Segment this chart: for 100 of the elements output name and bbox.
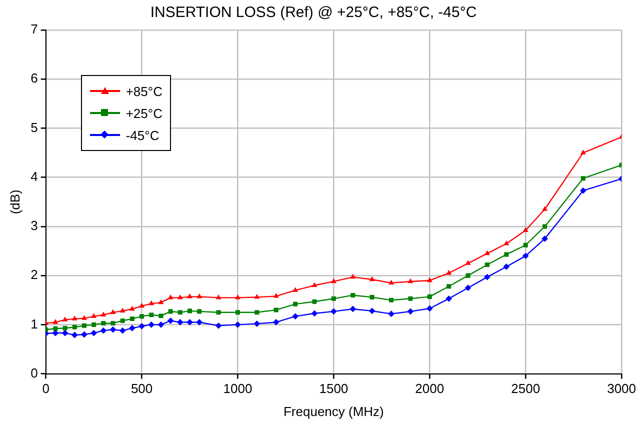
point [272,319,280,326]
point [186,293,193,298]
point [215,322,222,329]
point [408,278,414,284]
point [370,294,374,300]
legend-label: +25°C [126,106,162,120]
point [72,316,78,320]
y-tick-label: 4 [30,168,38,184]
point [522,227,528,232]
point [130,316,134,322]
x-tick-label: 500 [130,381,153,396]
point [484,274,490,280]
point [292,287,298,292]
point [110,326,116,333]
point [408,296,413,301]
y-tick-label: 6 [30,70,38,86]
x-tick-label: 2500 [511,381,540,396]
y-tick-label: 0 [30,365,38,380]
y-tick-label: 2 [30,267,38,282]
point [110,309,116,314]
point [254,294,260,299]
x-tick-label: 2000 [415,381,444,396]
point [273,293,279,298]
point [330,308,337,315]
point [101,320,106,326]
point [62,330,68,336]
point [292,313,299,320]
point [186,319,193,326]
point [465,260,471,265]
point [311,310,318,317]
point [254,310,260,315]
point [128,324,136,332]
point [407,308,414,315]
point [426,277,432,282]
point [368,308,376,314]
y-tick-label: 7 [30,22,38,37]
point [388,298,394,302]
point [100,312,106,316]
point [158,299,164,304]
point [216,310,221,315]
point [158,321,164,328]
point [542,206,548,211]
point [580,176,586,181]
point [62,326,68,330]
point [350,292,356,298]
point [168,309,173,314]
point [350,274,356,279]
point [580,187,586,194]
x-tick-label: 3000 [607,381,636,396]
y-axis-title: (dB) [7,190,22,214]
point [129,306,135,311]
point [504,252,509,257]
point [369,276,375,282]
point [234,321,241,328]
x-axis-title: Frequency (MHz) [283,404,384,419]
point [542,236,548,242]
point [71,332,78,338]
point [235,310,240,315]
point [100,327,107,334]
y-tick-label: 5 [30,120,38,135]
point [177,294,183,300]
point [178,310,182,315]
point [466,273,470,278]
point [426,305,433,312]
point [464,284,472,292]
point [52,330,59,336]
point [72,324,77,330]
point [149,312,154,318]
legend-label: +85°C [126,84,162,98]
point [216,294,222,300]
y-tick-label: 1 [30,316,38,332]
x-tick-label: 1000 [223,381,252,396]
point [197,309,202,314]
x-tick-label: 0 [42,381,50,396]
point [331,296,336,301]
point [522,252,529,260]
point [120,318,125,324]
point [234,294,241,300]
point [446,284,452,289]
point [503,264,510,270]
point [120,308,126,313]
point [484,250,490,256]
point [484,262,490,268]
point [81,315,87,320]
point [580,150,586,154]
point [446,270,452,275]
point [138,322,145,330]
point [148,321,155,328]
point [53,326,58,331]
point [312,299,317,304]
point [293,302,298,306]
point [62,316,68,322]
point [139,302,145,308]
point [92,322,96,327]
point [523,242,528,248]
point [274,308,278,312]
point [427,294,432,299]
point [388,280,394,285]
point [446,295,452,302]
point [52,319,58,324]
